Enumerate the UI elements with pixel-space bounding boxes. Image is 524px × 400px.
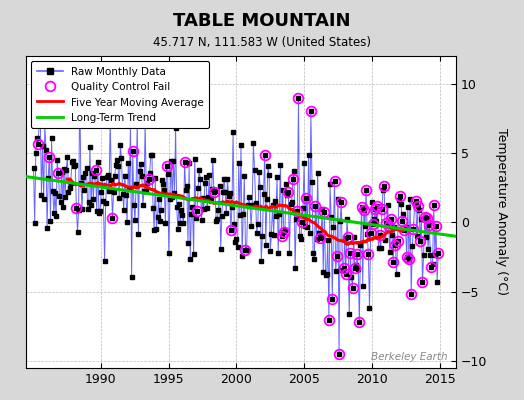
Text: Berkeley Earth: Berkeley Earth <box>370 352 447 362</box>
Text: 45.717 N, 111.583 W (United States): 45.717 N, 111.583 W (United States) <box>153 36 371 49</box>
Text: TABLE MOUNTAIN: TABLE MOUNTAIN <box>173 12 351 30</box>
Y-axis label: Temperature Anomaly (°C): Temperature Anomaly (°C) <box>496 128 508 296</box>
Legend: Raw Monthly Data, Quality Control Fail, Five Year Moving Average, Long-Term Tren: Raw Monthly Data, Quality Control Fail, … <box>31 61 209 128</box>
